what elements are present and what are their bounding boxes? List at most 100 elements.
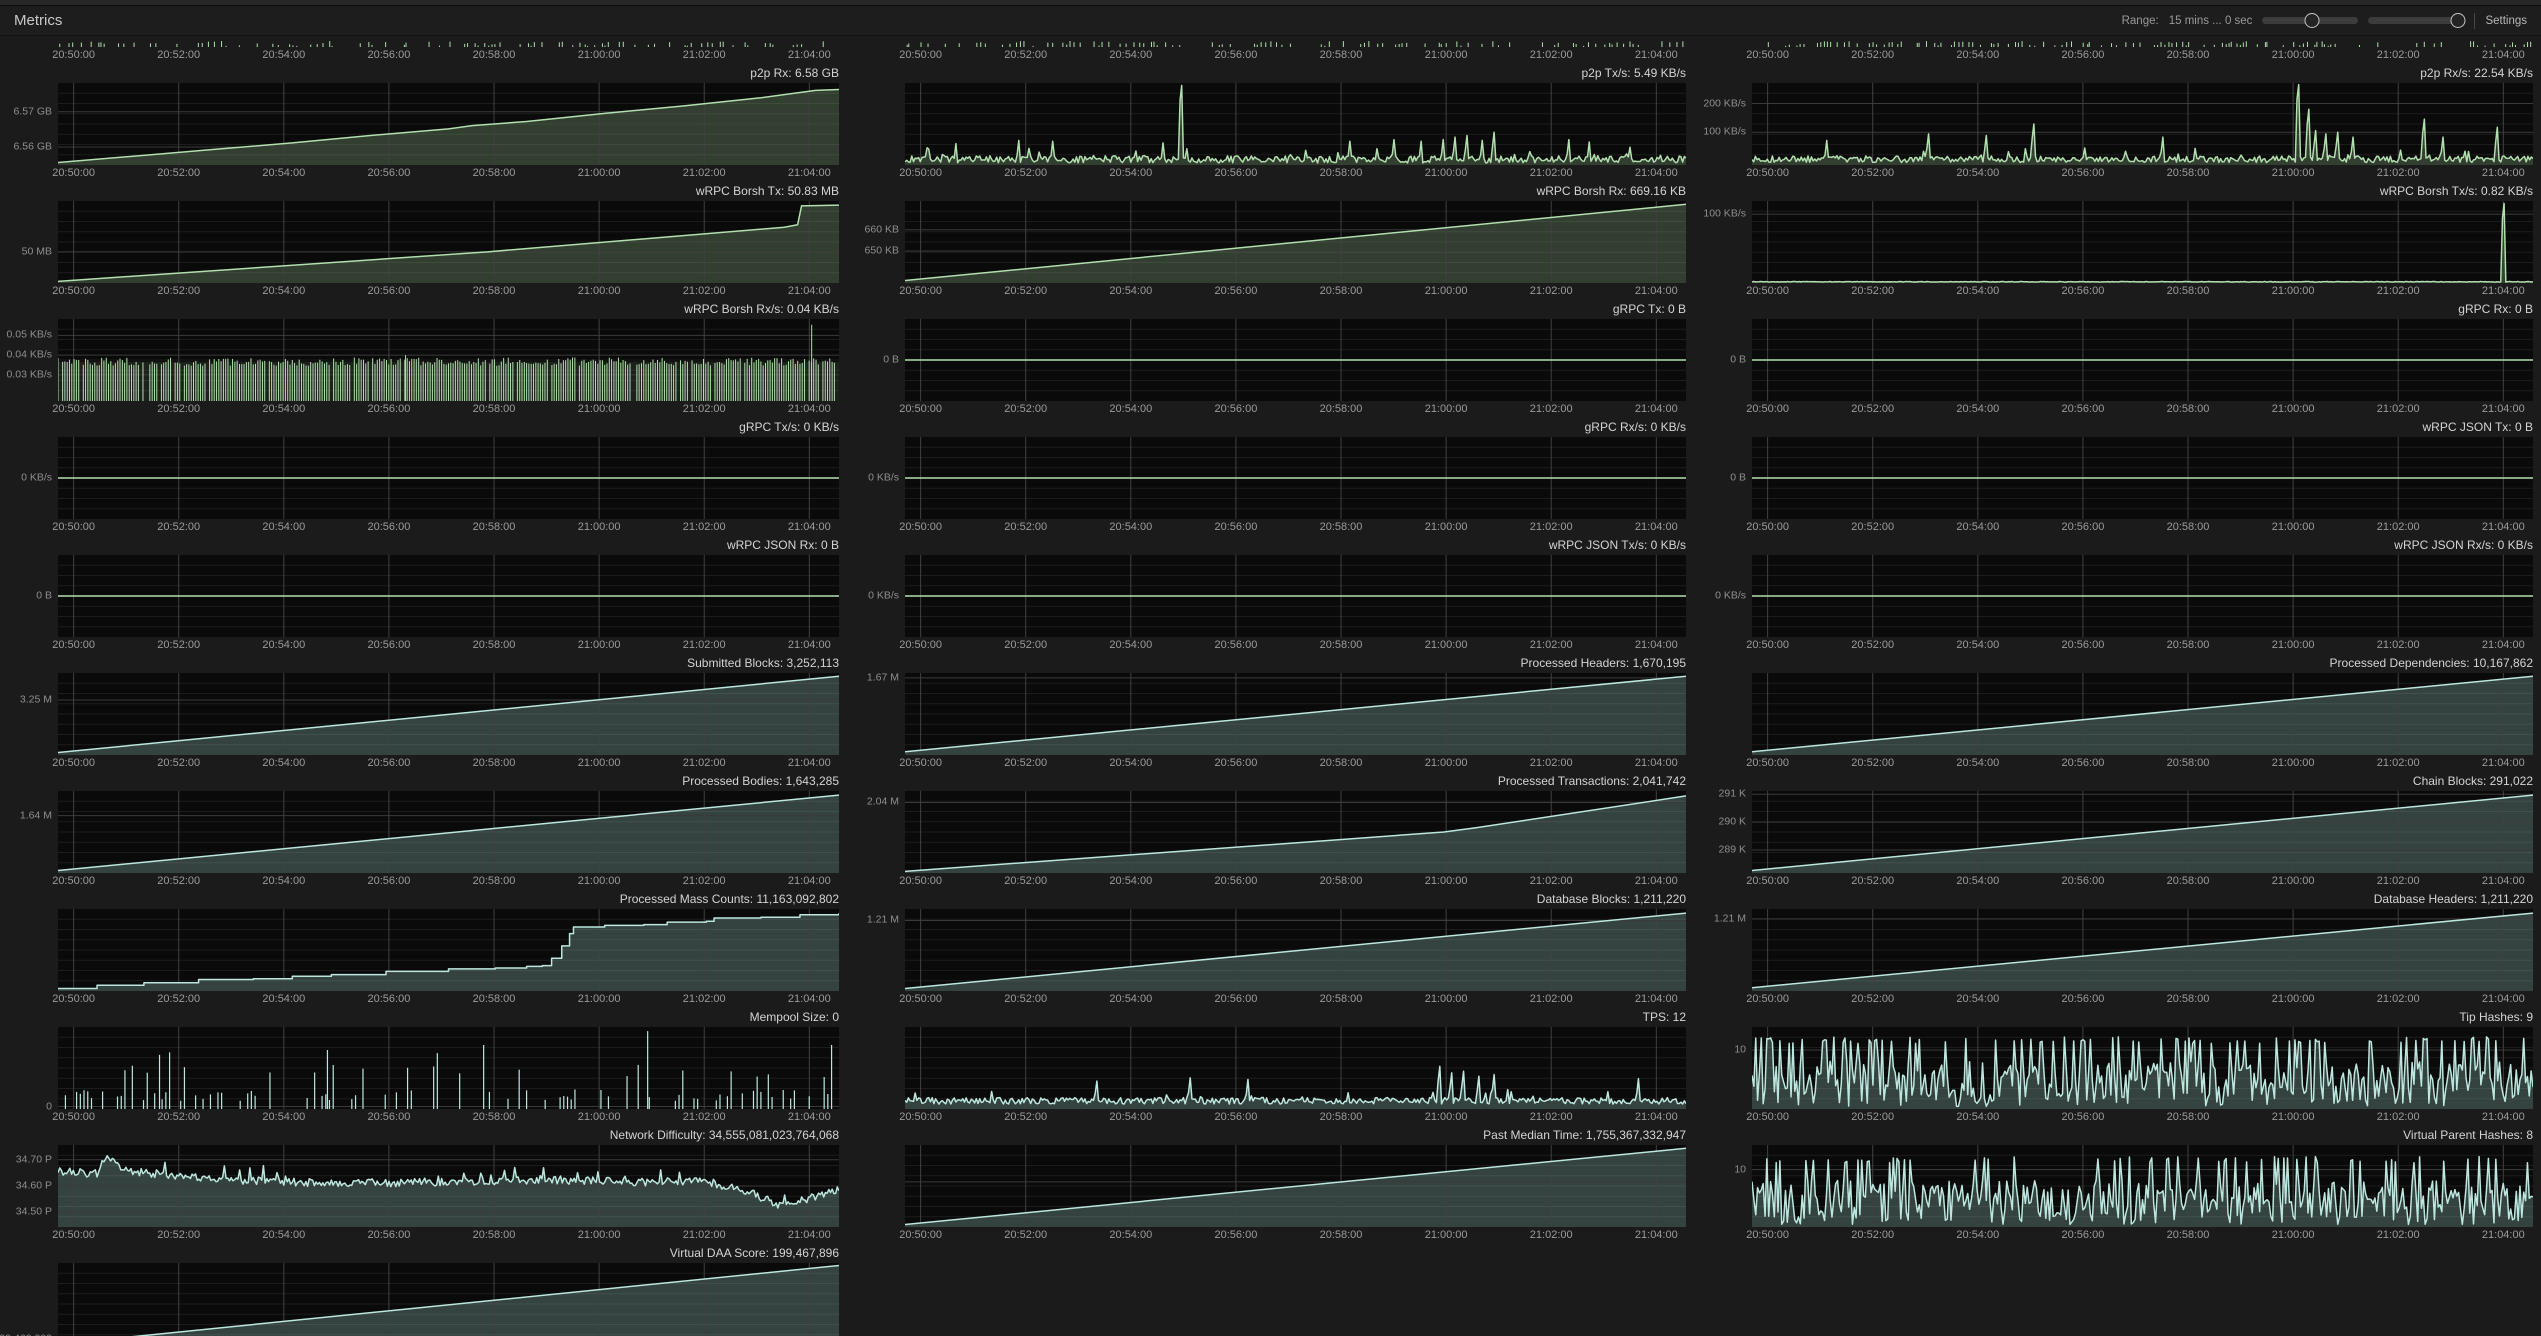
chart-plot-network-difficulty[interactable]: 34.70 P 34.60 P 34.50 P — [16, 1145, 839, 1227]
range-end-slider[interactable] — [2368, 13, 2466, 28]
slider-track[interactable] — [2368, 17, 2465, 24]
chart-plot-wrpc-json-tx[interactable]: 0 B — [1730, 437, 2533, 519]
chart-plot-p2p-rx-s[interactable]: 200 KB/s 100 KB/s — [1703, 83, 2533, 165]
chart-canvas[interactable] — [1752, 1145, 2533, 1227]
y-axis-label: 1.67 M — [866, 671, 899, 684]
chart-canvas[interactable] — [1752, 673, 2533, 755]
chart-plot-database-headers[interactable]: 1.21 M — [1714, 909, 2533, 991]
chart-plot-processed-mass-counts[interactable] — [58, 909, 839, 991]
x-axis-tick: 21:04:00 — [787, 1111, 831, 1123]
chart-canvas[interactable] — [905, 40, 1686, 47]
chart-canvas[interactable] — [58, 83, 839, 165]
x-axis-tick: 21:02:00 — [1529, 285, 1573, 297]
chart-panel-processed-transactions: Processed Transactions: 2,041,742 2.04 M 2… — [847, 774, 1694, 890]
chart-plot-database-blocks[interactable]: 1.21 M — [867, 909, 1686, 991]
chart-plot-wrpc-borsh-tx-s[interactable]: 100 KB/s — [1703, 201, 2533, 283]
x-axis-tick: 20:58:00 — [2166, 639, 2210, 651]
chart-canvas[interactable] — [58, 673, 839, 755]
chart-plot-processed-headers[interactable]: 1.67 M — [867, 672, 1686, 755]
chart-canvas[interactable] — [1752, 791, 2533, 873]
chart-canvas[interactable] — [905, 319, 1686, 401]
x-axis-tick: 21:04:00 — [2481, 639, 2525, 651]
chart-plot-wrpc-borsh-rx-s[interactable]: 0.05 KB/s 0.04 KB/s 0.03 KB/s — [6, 319, 839, 401]
y-axis-label: 34.60 P — [15, 1179, 52, 1192]
chart-plot-processed-bodies[interactable]: 1.64 M — [20, 791, 839, 873]
chart-canvas[interactable] — [905, 201, 1686, 283]
x-axis-tick: 21:04:00 — [1634, 285, 1678, 297]
header-divider — [2474, 12, 2476, 29]
chart-canvas[interactable] — [58, 201, 839, 283]
chart-plot-processed-dependencies[interactable] — [1752, 673, 2533, 755]
chart-plot-virtual-daa-score[interactable]: 199,460,000 — [0, 1263, 839, 1336]
chart-plot-wrpc-json-tx-s[interactable]: 0 KB/s — [868, 555, 1686, 637]
chart-value: 1,755,367,332,947 — [1585, 1128, 1686, 1142]
chart-plot-grpc-tx[interactable]: 0 B — [883, 319, 1686, 401]
chart-plot-p2p-tx-s[interactable] — [905, 83, 1686, 165]
chart-plot-wrpc-json-rx-s[interactable]: 0 KB/s — [1715, 555, 2533, 637]
chart-canvas[interactable] — [905, 673, 1686, 755]
chart-canvas[interactable] — [58, 909, 839, 991]
chart-canvas[interactable] — [905, 437, 1686, 519]
chart-canvas[interactable] — [905, 1145, 1686, 1227]
range-end-slider-knob[interactable] — [2450, 13, 2466, 28]
chart-canvas[interactable] — [1752, 83, 2533, 165]
chart-plot-mempool-size[interactable]: 0 — [46, 1027, 839, 1112]
chart-canvas[interactable] — [905, 791, 1686, 873]
chart-canvas[interactable] — [58, 1145, 839, 1227]
chart-panel-database-blocks: Database Blocks: 1,211,220 1.21 M 20:50:00… — [847, 892, 1694, 1008]
chart-canvas[interactable] — [58, 319, 839, 401]
chart-canvas[interactable] — [1752, 437, 2533, 519]
chart-plot-chain-blocks[interactable]: 291 K 290 K 289 K — [1719, 788, 2533, 873]
settings-button[interactable]: Settings — [2485, 14, 2527, 27]
chart-name: Virtual DAA Score: — [669, 1246, 773, 1260]
chart-canvas[interactable] — [1752, 40, 2533, 47]
chart-plot-tip-hashes[interactable]: 10 — [1734, 1027, 2533, 1109]
x-axis-tick: 20:54:00 — [1109, 167, 1153, 179]
chart-plot-past-median-time[interactable] — [905, 1145, 1686, 1227]
x-axis-tick: 21:04:00 — [2481, 993, 2525, 1005]
chart-plot-grpc-tx-s[interactable]: 0 KB/s — [21, 437, 839, 519]
chart-name: Past Median Time: — [1483, 1128, 1586, 1142]
chart-panel-grpc-rx-s: gRPC Rx/s: 0 KB/s 0 KB/s 20:50:00 20:52:00 2… — [847, 420, 1694, 536]
chart-title-wrpc-borsh-rx: wRPC Borsh Rx: 669.16 KB — [847, 184, 1694, 201]
chart-plot-wrpc-borsh-rx[interactable]: 660 KB 650 KB — [865, 201, 1686, 283]
chart-canvas[interactable] — [58, 437, 839, 519]
chart-canvas[interactable] — [1752, 555, 2533, 637]
x-axis-tick: 20:52:00 — [157, 875, 201, 887]
chart-plot-top-sliver-1[interactable] — [58, 40, 839, 47]
chart-panel-virtual-daa-score: Virtual DAA Score: 199,467,896 199,460,00… — [0, 1246, 847, 1336]
chart-plot-processed-transactions[interactable]: 2.04 M — [867, 791, 1686, 873]
chart-canvas[interactable] — [58, 40, 839, 47]
chart-canvas[interactable] — [1752, 1027, 2533, 1109]
x-axis-tick: 21:04:00 — [787, 1229, 831, 1241]
chart-value: 0 — [832, 1010, 839, 1024]
chart-canvas[interactable] — [58, 1027, 839, 1109]
x-axis-tick: 20:52:00 — [157, 1111, 201, 1123]
chart-plot-p2p-rx[interactable]: 6.57 GB 6.56 GB — [13, 83, 839, 165]
x-axis-tick: 20:50:00 — [899, 403, 943, 415]
chart-plot-top-sliver-2[interactable] — [905, 40, 1686, 47]
chart-canvas[interactable] — [58, 791, 839, 873]
chart-value: 9 — [2526, 1010, 2533, 1024]
chart-plot-top-sliver-3[interactable] — [1752, 40, 2533, 47]
chart-plot-grpc-rx-s[interactable]: 0 KB/s — [868, 437, 1686, 519]
chart-plot-grpc-rx[interactable]: 0 B — [1730, 319, 2533, 401]
range-start-slider-knob[interactable] — [2304, 13, 2320, 28]
chart-plot-wrpc-borsh-tx[interactable]: 50 MB — [22, 201, 839, 283]
chart-canvas[interactable] — [1752, 201, 2533, 283]
chart-canvas[interactable] — [58, 555, 839, 637]
chart-plot-submitted-blocks[interactable]: 3.25 M — [20, 673, 839, 755]
chart-plot-virtual-parent-hashes[interactable]: 10 — [1734, 1145, 2533, 1227]
chart-canvas[interactable] — [905, 555, 1686, 637]
chart-plot-wrpc-json-rx[interactable]: 0 B — [36, 555, 839, 637]
chart-canvas[interactable] — [58, 1263, 839, 1336]
chart-canvas[interactable] — [1752, 909, 2533, 991]
chart-canvas[interactable] — [905, 1027, 1686, 1109]
chart-canvas[interactable] — [905, 909, 1686, 991]
chart-plot-tps[interactable] — [905, 1027, 1686, 1109]
range-start-slider[interactable] — [2262, 13, 2359, 28]
x-axis-tick: 20:52:00 — [157, 757, 201, 769]
chart-canvas[interactable] — [1752, 319, 2533, 401]
chart-canvas[interactable] — [905, 83, 1686, 165]
